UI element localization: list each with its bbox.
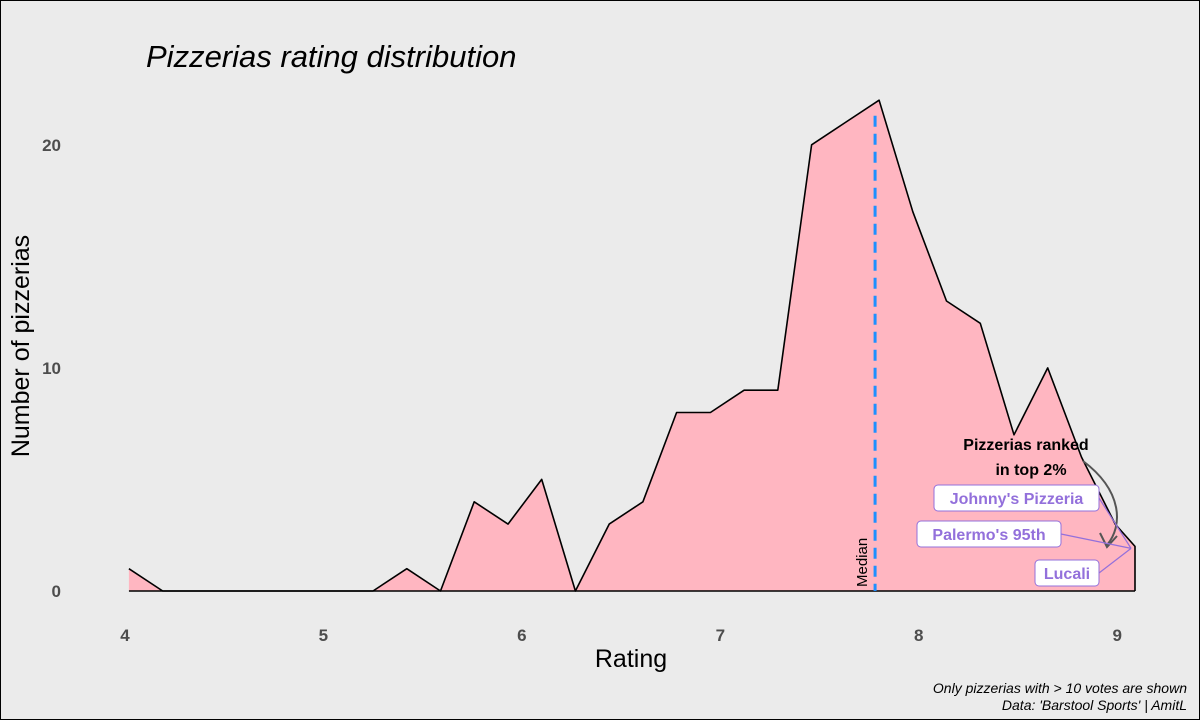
annotation-line-2: in top 2% bbox=[995, 462, 1066, 479]
y-tick-label: 0 bbox=[52, 582, 61, 601]
x-tick-label: 4 bbox=[120, 626, 130, 645]
x-tick-label: 8 bbox=[914, 626, 923, 645]
distribution-area bbox=[128, 100, 1135, 591]
label-leader-line bbox=[1098, 547, 1132, 574]
distribution-line bbox=[128, 99, 1136, 592]
x-tick-label: 7 bbox=[716, 626, 725, 645]
chart-title: Pizzerias rating distribution bbox=[146, 39, 516, 74]
y-axis-ticks: 0 10 20 bbox=[42, 136, 61, 601]
label-leader-line bbox=[1060, 533, 1132, 549]
median-label: Median bbox=[854, 538, 871, 587]
x-axis-ticks: 4 5 6 7 8 9 bbox=[120, 626, 1122, 645]
x-tick-label: 9 bbox=[1112, 626, 1121, 645]
y-axis-title: Number of pizzerias bbox=[7, 235, 35, 457]
highlight-label: Johnny's Pizzeria bbox=[950, 491, 1084, 508]
highlight-labels: Johnny's Pizzeria Palermo's 95th Lucali bbox=[916, 484, 1132, 587]
annotation-arrow bbox=[1082, 460, 1118, 546]
x-axis-title: Rating bbox=[595, 645, 667, 673]
y-tick-label: 10 bbox=[42, 359, 61, 378]
annotation-arrowhead bbox=[1099, 532, 1118, 549]
y-tick-label: 20 bbox=[42, 136, 61, 155]
annotation-line-1: Pizzerias ranked bbox=[963, 437, 1088, 454]
label-box bbox=[1034, 559, 1100, 587]
caption-line-1: Only pizzerias with > 10 votes are shown bbox=[933, 680, 1187, 696]
label-leader-line bbox=[1098, 497, 1132, 549]
x-tick-label: 5 bbox=[319, 626, 328, 645]
plot-area: Median bbox=[128, 99, 1136, 592]
label-box bbox=[916, 520, 1062, 548]
x-tick-label: 6 bbox=[517, 626, 526, 645]
label-box bbox=[933, 484, 1100, 512]
highlight-label: Palermo's 95th bbox=[932, 527, 1045, 544]
caption-line-2: Data: 'Barstool Sports' | AmitL bbox=[1002, 697, 1187, 713]
highlight-label: Lucali bbox=[1044, 566, 1090, 583]
